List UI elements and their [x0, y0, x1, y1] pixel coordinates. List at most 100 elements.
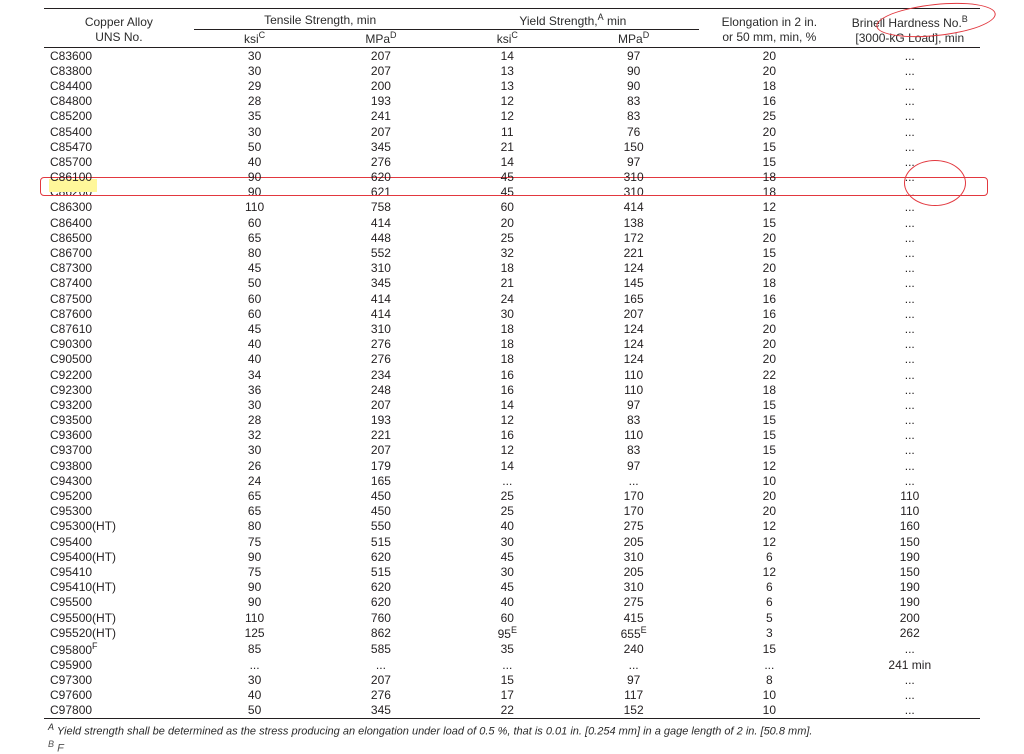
uns-cell: C97600 [44, 688, 194, 703]
elongation-cell: 20 [699, 124, 839, 139]
col-ys-group: Yield Strength,A min [446, 9, 699, 30]
yield-ksi-cell: 45 [446, 170, 568, 185]
brinell-cell: 160 [840, 519, 980, 534]
table-row: C973003020715978... [44, 672, 980, 687]
tensile-mpa-cell: 515 [315, 534, 446, 549]
yield-ksi-cell: 40 [446, 519, 568, 534]
tensile-mpa-cell: 276 [315, 352, 446, 367]
tensile-ksi-cell: 65 [194, 504, 316, 519]
table-row: C93600322211611015... [44, 428, 980, 443]
table-row: C87610453101812420... [44, 321, 980, 336]
yield-mpa-cell: 172 [568, 230, 699, 245]
table-row: C95400755153020512150 [44, 534, 980, 549]
uns-cell: C95410(HT) [44, 580, 194, 595]
uns-cell: C87500 [44, 291, 194, 306]
tensile-ksi-cell: 45 [194, 261, 316, 276]
yield-mpa-cell: 124 [568, 352, 699, 367]
col-brinell-header: Brinell Hardness No.B [3000-kG Load], mi… [840, 9, 980, 48]
yield-ksi-cell: 95E [446, 625, 568, 641]
tensile-ksi-cell: 30 [194, 443, 316, 458]
table-row: C90500402761812420... [44, 352, 980, 367]
yield-ksi-cell: 18 [446, 321, 568, 336]
tensile-mpa-cell: 345 [315, 703, 446, 718]
brinell-cell: 150 [840, 564, 980, 579]
tensile-mpa-cell: 345 [315, 139, 446, 154]
yield-mpa-cell: 205 [568, 534, 699, 549]
yield-mpa-cell: 110 [568, 382, 699, 397]
table-row: C92200342341611022... [44, 367, 980, 382]
col-ys-mpa: MPaD [568, 30, 699, 48]
tensile-ksi-cell: 60 [194, 291, 316, 306]
tensile-mpa-cell: 207 [315, 672, 446, 687]
brinell-cell: ... [840, 367, 980, 382]
elongation-cell: 15 [699, 428, 839, 443]
uns-cell: C93800 [44, 458, 194, 473]
tensile-mpa-cell: 585 [315, 641, 446, 657]
elongation-cell: 12 [699, 519, 839, 534]
tensile-ksi-cell: 90 [194, 595, 316, 610]
yield-mpa-cell: 414 [568, 200, 699, 215]
brinell-cell: ... [840, 48, 980, 64]
tensile-ksi-cell: 50 [194, 139, 316, 154]
tensile-ksi-cell: 90 [194, 549, 316, 564]
elongation-cell: 20 [699, 488, 839, 503]
tensile-ksi-cell: 110 [194, 610, 316, 625]
table-row: C8480028193128316... [44, 94, 980, 109]
tensile-mpa-cell: 207 [315, 63, 446, 78]
elongation-cell: 20 [699, 261, 839, 276]
elongation-cell: 20 [699, 337, 839, 352]
elongation-cell: 5 [699, 610, 839, 625]
brinell-cell: ... [840, 397, 980, 412]
yield-mpa-cell: 240 [568, 641, 699, 657]
uns-cell: C90500 [44, 352, 194, 367]
tensile-ksi-cell: 60 [194, 215, 316, 230]
tensile-mpa-cell: 620 [315, 170, 446, 185]
elong-line2: or 50 mm, min, % [722, 30, 816, 44]
uns-cell: C87600 [44, 306, 194, 321]
yield-mpa-cell: 117 [568, 688, 699, 703]
tensile-ksi-cell: 30 [194, 397, 316, 412]
tensile-ksi-cell: 75 [194, 534, 316, 549]
yield-mpa-cell: 221 [568, 245, 699, 260]
yield-mpa-cell: 138 [568, 215, 699, 230]
yield-ksi-cell: 17 [446, 688, 568, 703]
elong-line1: Elongation in 2 in. [722, 15, 817, 29]
uns-cell: C95300 [44, 504, 194, 519]
table-row: C92300362481611018... [44, 382, 980, 397]
col-ts-ksi: ksiC [194, 30, 316, 48]
yield-mpa-cell: 83 [568, 413, 699, 428]
table-row: C87300453101812420... [44, 261, 980, 276]
tensile-mpa-cell: 276 [315, 337, 446, 352]
elongation-cell: 20 [699, 321, 839, 336]
footnote-a: A Yield strength shall be determined as … [44, 718, 980, 739]
brinell-cell: 150 [840, 534, 980, 549]
brinell-cell: ... [840, 352, 980, 367]
yield-mpa-cell: 90 [568, 63, 699, 78]
tensile-ksi-cell: 80 [194, 519, 316, 534]
tensile-mpa-cell: 200 [315, 78, 446, 93]
elongation-cell: 20 [699, 230, 839, 245]
yield-ksi-cell: 13 [446, 63, 568, 78]
uns-cell: C97800 [44, 703, 194, 718]
elongation-cell: 12 [699, 534, 839, 549]
table-row: C97600402761711710... [44, 688, 980, 703]
brinell-cell: ... [840, 215, 980, 230]
yield-ksi-cell: 18 [446, 337, 568, 352]
table-row: C86500654482517220... [44, 230, 980, 245]
table-row: C95500(HT)110760604155200 [44, 610, 980, 625]
uns-cell: C95410 [44, 564, 194, 579]
elongation-cell: 18 [699, 382, 839, 397]
uns-cell: C86200 [44, 185, 194, 200]
table-row: C9550090620402756190 [44, 595, 980, 610]
tensile-ksi-cell: 40 [194, 337, 316, 352]
brinell-cell: ... [840, 428, 980, 443]
tensile-mpa-cell: 234 [315, 367, 446, 382]
elongation-cell: 20 [699, 63, 839, 78]
tensile-ksi-cell: ... [194, 657, 316, 672]
table-row: C8540030207117620... [44, 124, 980, 139]
tensile-ksi-cell: 29 [194, 78, 316, 93]
elongation-cell: 15 [699, 245, 839, 260]
yield-ksi-cell: 14 [446, 154, 568, 169]
tensile-ksi-cell: 75 [194, 564, 316, 579]
brinell-cell: ... [840, 641, 980, 657]
